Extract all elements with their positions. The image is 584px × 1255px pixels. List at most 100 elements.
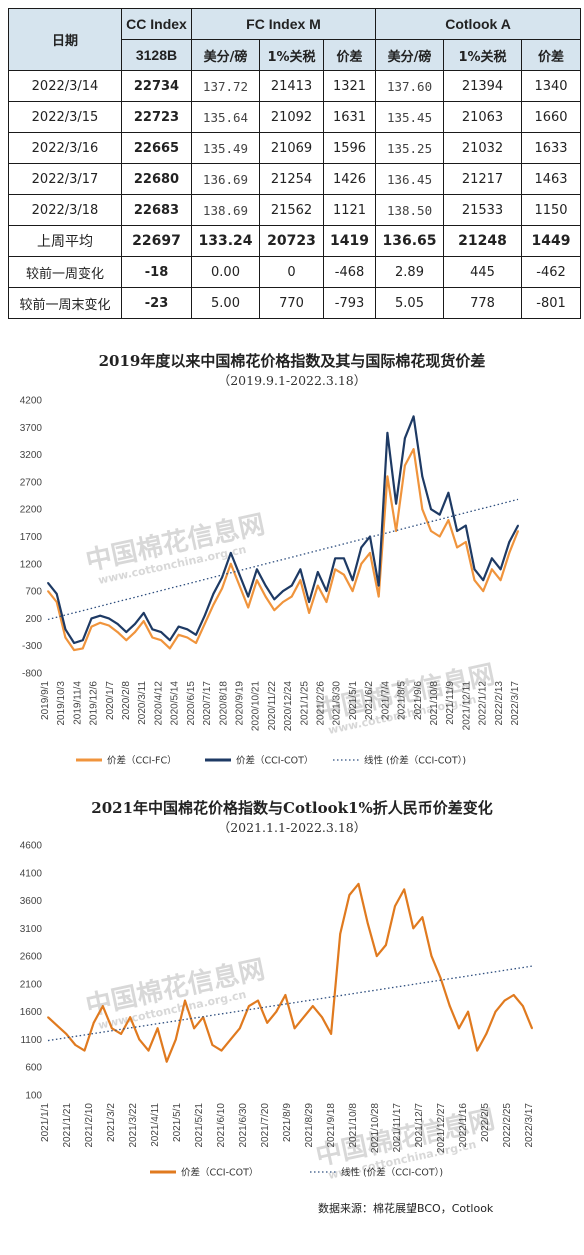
data-point [386, 431, 389, 434]
table-row: 较前一周末变化 -23 5.00 770 -793 5.05 778 -801 [8, 287, 582, 319]
cell-fc-spread: 1121 [322, 194, 377, 226]
cell-ct-spread: 1463 [521, 163, 582, 195]
data-point [284, 994, 287, 996]
data-point [482, 579, 485, 582]
data-point [334, 557, 337, 560]
y-tick-label: 1100 [20, 1035, 42, 1046]
x-tick-label: 2022/3/17 [510, 681, 521, 726]
data-point [65, 1032, 68, 1035]
x-tick-label: 2021/12/7 [414, 1103, 425, 1148]
x-tick-label: 2020/4/12 [153, 681, 164, 726]
cell-fc-spread: 1321 [322, 70, 377, 102]
cell-ct-usd: 136.45 [375, 163, 445, 195]
chart-subtitle: （2021.1.1-2022.3.18） [218, 820, 367, 835]
cell-ct-spread: 1449 [521, 225, 582, 257]
data-point [168, 647, 171, 650]
header-cc-index: CC Index [121, 8, 192, 40]
data-point [229, 562, 232, 565]
chart-subtitle: （2019.9.1-2022.3.18） [218, 373, 367, 388]
data-point [293, 1027, 296, 1030]
data-point [257, 999, 259, 1002]
data-point [360, 562, 363, 565]
series-1 [47, 415, 519, 645]
x-tick-label: 2019/10/3 [56, 681, 67, 726]
x-tick-label: 2020/9/19 [234, 681, 245, 726]
x-tick-label: 2021/7/4 [380, 681, 391, 720]
data-point [499, 579, 502, 582]
data-point [384, 944, 387, 946]
data-point [193, 1027, 196, 1030]
x-tick-label: 2021/10/28 [370, 1103, 381, 1153]
cell-fc-tariff: 770 [259, 287, 324, 319]
data-point [343, 573, 345, 576]
data-point [290, 584, 293, 587]
cell-ct-spread: -801 [521, 287, 582, 319]
header-cc-code: 3128B [121, 39, 192, 71]
data-point [160, 631, 163, 633]
y-tick-label: 2700 [20, 477, 43, 488]
series-line [47, 415, 519, 645]
data-point [366, 921, 369, 924]
data-point [160, 639, 163, 642]
data-point [255, 568, 258, 571]
cell-fc-tariff: 21254 [259, 163, 324, 195]
data-point [377, 595, 380, 598]
x-tick-label: 2021/12/11 [461, 681, 472, 731]
data-point [430, 955, 433, 958]
x-tick-label: 2022/1/12 [478, 681, 489, 726]
data-point [403, 437, 406, 440]
data-point [55, 601, 58, 603]
x-tick-label: 2020/5/14 [170, 681, 181, 726]
data-point [521, 1005, 524, 1008]
cell-cc: -18 [121, 256, 192, 288]
y-tick-label: 1600 [20, 1007, 43, 1018]
data-point [47, 590, 49, 592]
data-point [403, 888, 406, 891]
data-point [168, 639, 171, 642]
data-point [212, 592, 215, 595]
data-point [467, 1010, 469, 1013]
x-tick-label: 2021/3/30 [332, 681, 343, 726]
x-tick-label: 2021/8/29 [304, 1103, 315, 1148]
data-point [377, 584, 380, 587]
y-tick-label: 1200 [20, 559, 43, 570]
cell-date: 2022/3/16 [8, 132, 122, 164]
x-tick-label: 2020/10/21 [251, 681, 262, 731]
data-point [447, 491, 450, 494]
data-point [494, 1010, 497, 1013]
data-point [195, 633, 197, 636]
cell-ct-tariff: 445 [443, 256, 523, 288]
data-point [264, 595, 267, 598]
chart-title: 2019年度以来中国棉花价格指数及其与国际棉花现货价差 [99, 352, 486, 370]
table-row: 2022/3/17 22680 136.69 21254 1426 136.45 21217… [8, 163, 582, 195]
data-point [299, 579, 302, 582]
x-tick-label: 2021/12/27 [436, 1103, 447, 1153]
cell-fc-tariff: 0 [259, 256, 324, 288]
spread-chart-2019: 中国棉花信息网www.cottonchina.org.cn中国棉花信息网www.… [20, 352, 521, 767]
data-point [99, 614, 102, 617]
y-tick-label: 4200 [20, 396, 43, 407]
y-tick-label: 3700 [20, 423, 43, 434]
x-tick-label: 2019/12/6 [89, 681, 100, 726]
x-tick-label: 2021/9/6 [413, 681, 424, 720]
x-tick-label: 2021/1/21 [62, 1103, 73, 1148]
source-note: 数据来源：棉花展望BCO，Cotlook [318, 1202, 494, 1215]
cell-cc: -23 [121, 287, 192, 319]
cell-fc-spread: -468 [322, 256, 377, 288]
x-tick-label: 2021/3/22 [128, 1103, 139, 1148]
cell-date: 2022/3/14 [8, 70, 122, 102]
data-point [142, 620, 145, 623]
table-row: 2022/3/18 22683 138.69 21562 1121 138.50 21533… [8, 194, 582, 226]
data-point [108, 617, 110, 620]
cell-fc-spread: -793 [322, 287, 377, 319]
data-point [485, 1032, 488, 1035]
cell-ct-spread: 1340 [521, 70, 582, 102]
data-point [430, 530, 432, 532]
data-point [503, 999, 506, 1002]
data-point [74, 1044, 77, 1046]
cell-fc-tariff: 21092 [259, 101, 324, 133]
cell-fc-usd: 135.64 [191, 101, 260, 133]
cell-cc: 22680 [121, 163, 192, 195]
x-tick-label: 2021/6/30 [238, 1103, 249, 1148]
data-point [142, 612, 145, 614]
